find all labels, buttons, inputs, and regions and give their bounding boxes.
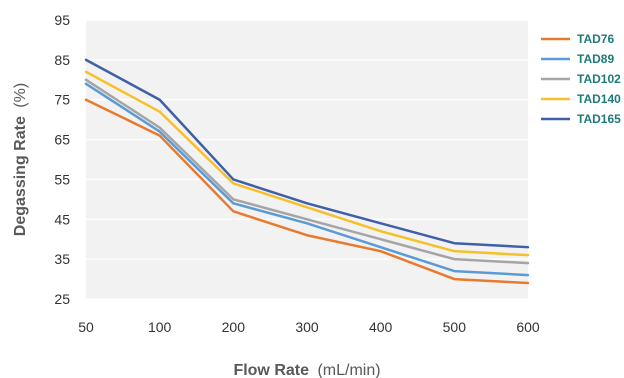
series-line-tad102 <box>84 78 530 265</box>
y-tick-label: 75 <box>54 92 70 108</box>
y-axis-title-text: Degassing Rate <box>12 116 29 236</box>
y-tick-label: 35 <box>54 251 70 267</box>
y-tick-label: 95 <box>54 12 70 28</box>
series-line-tad89 <box>84 82 530 277</box>
x-tick-label: 50 <box>78 319 94 335</box>
x-axis-title: Flow Rate (mL/min) <box>233 362 380 378</box>
series-line-tad140 <box>84 70 530 257</box>
legend-label: TAD140 <box>577 92 621 106</box>
x-tick-label: 200 <box>222 319 246 335</box>
x-axis-ticks: 50 100 200 300 400 500 600 <box>78 319 540 335</box>
y-tick-label: 25 <box>54 291 70 307</box>
y-axis-ticks: 25 35 45 55 65 75 85 95 <box>54 12 70 307</box>
series-lines <box>84 58 530 285</box>
legend-label: TAD76 <box>577 32 614 46</box>
y-tick-label: 65 <box>54 132 70 148</box>
plot-area <box>86 20 528 299</box>
y-tick-label: 55 <box>54 171 70 187</box>
y-axis-title-unit: (%) <box>12 83 29 108</box>
x-axis-title-text: Flow Rate <box>233 362 309 378</box>
legend-label: TAD165 <box>577 112 621 126</box>
x-tick-label: 600 <box>516 319 540 335</box>
y-tick-label: 85 <box>54 52 70 68</box>
legend-label: TAD89 <box>577 52 614 66</box>
series-line-tad165 <box>84 58 530 249</box>
x-tick-label: 400 <box>369 319 393 335</box>
legend-label: TAD102 <box>577 72 621 86</box>
x-axis-title-unit: (mL/min) <box>317 362 380 378</box>
x-tick-label: 100 <box>148 319 172 335</box>
y-tick-label: 45 <box>54 211 70 227</box>
series-line-tad76 <box>84 98 530 285</box>
x-tick-label: 300 <box>295 319 319 335</box>
x-tick-label: 500 <box>443 319 467 335</box>
y-axis-title: Degassing Rate (%) <box>12 83 29 236</box>
legend: TAD76 TAD89 TAD102 TAD140 TAD165 <box>541 32 621 126</box>
